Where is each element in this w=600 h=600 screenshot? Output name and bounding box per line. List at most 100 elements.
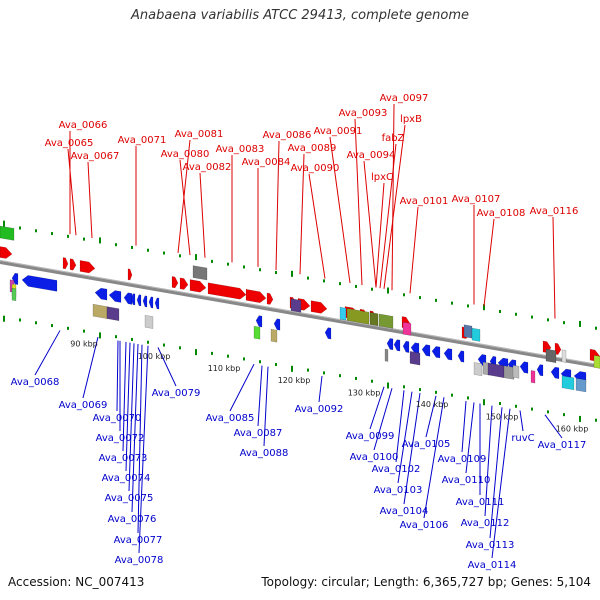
forward-gene (0, 246, 13, 259)
bottom-gene-label: Ava_0085 (206, 413, 255, 424)
top-gene-label: Ava_0116 (530, 206, 579, 217)
reverse-gene (136, 294, 142, 307)
bottom-gene-label: Ava_0068 (11, 377, 60, 388)
top-leader (383, 124, 406, 289)
bottom-leader (257, 365, 263, 427)
bottom-gene-label: Ava_0112 (461, 518, 510, 529)
bottom-leader (373, 388, 393, 451)
reverse-gene (386, 338, 394, 351)
top-gene-label: Ava_0101 (400, 196, 449, 207)
top-gene-label: lpxC (371, 172, 393, 183)
bottom-leader (489, 407, 503, 539)
bottom-leader (403, 393, 421, 505)
genome-summary: Topology: circular; Length: 6,365,727 bp… (261, 575, 591, 589)
bottom-leader (122, 341, 127, 452)
bottom-gene-label: Ava_0074 (102, 473, 151, 484)
other-feature (106, 306, 120, 322)
bottom-gene-label: Ava_0077 (114, 535, 163, 546)
other-feature (384, 348, 389, 362)
bottom-gene-label: Ava_0114 (468, 560, 517, 571)
scale-labels: 90 kbp 100 kbp 110 kbp 120 kbp 130 kbp 140 kb… (70, 340, 588, 434)
bottom-gene-label: Ava_0103 (374, 485, 423, 496)
top-leader (354, 118, 363, 286)
tick-row-top (3, 220, 597, 330)
forward-gene (310, 300, 328, 314)
top-gene-label: Ava_0066 (59, 120, 108, 131)
bottom-leader (395, 390, 405, 463)
other-feature (369, 312, 379, 327)
bottom-gene-label: Ava_0076 (108, 514, 157, 525)
bottom-gene-label: Ava_0099 (346, 431, 395, 442)
other-feature (512, 364, 520, 379)
forward-gene (266, 292, 274, 305)
accession-text: Accession: NC_007413 (8, 575, 145, 589)
reverse-gene (457, 350, 465, 363)
top-leader (67, 148, 77, 236)
bottom-leader (425, 395, 437, 438)
top-gene-label: Ava_0091 (314, 126, 363, 137)
bottom-leader (128, 343, 135, 492)
forward-gene (62, 257, 69, 270)
bottom-gene-label: Ava_0106 (400, 520, 449, 531)
map-title: Anabaena variabilis ATCC 29413, complete… (131, 8, 469, 23)
other-feature (473, 362, 483, 377)
forward-gene (127, 268, 133, 281)
top-gene-label: Ava_0086 (263, 130, 312, 141)
other-feature (270, 328, 278, 343)
scale-label: 160 kbp (556, 425, 589, 434)
top-gene-label: Ava_0089 (288, 143, 337, 154)
other-feature (402, 321, 412, 336)
other-feature (11, 287, 17, 302)
bottom-leader (131, 343, 139, 513)
top-gene-label: Ava_0083 (216, 144, 265, 155)
forward-gene (189, 279, 207, 293)
other-feature (575, 377, 587, 393)
other-feature (530, 370, 536, 384)
reverse-gene (255, 315, 263, 328)
bottom-leader (484, 405, 493, 517)
top-leader (308, 173, 326, 279)
bottom-leader (229, 363, 255, 412)
other-feature (593, 355, 600, 369)
bottom-gene-label: Ava_0088 (240, 448, 289, 459)
other-feature (561, 375, 575, 391)
reverse-gene (108, 290, 122, 303)
other-feature (482, 361, 490, 376)
reverse-gene (431, 346, 441, 359)
bottom-leader (519, 410, 524, 432)
bottom-leader (82, 336, 99, 399)
other-feature (503, 365, 515, 380)
tick-row-bottom (3, 315, 597, 422)
scale-label: 100 kbp (138, 352, 171, 361)
other-feature (144, 314, 154, 329)
top-leader (391, 103, 395, 291)
other-feature (378, 313, 394, 329)
other-feature (192, 265, 208, 281)
reverse-gene (94, 287, 108, 301)
top-leader (275, 140, 280, 271)
bottom-leader (369, 386, 385, 430)
reverse-gene (142, 295, 148, 308)
top-leader (87, 161, 93, 239)
gene-features (0, 225, 600, 393)
bottom-gene-label: Ava_0110 (442, 475, 491, 486)
bottom-leader (544, 414, 563, 439)
top-leader (483, 218, 495, 307)
forward-gene (69, 258, 77, 271)
bottom-gene-label: Ava_0073 (99, 453, 148, 464)
bottom-leader (157, 347, 177, 387)
reverse-gene (443, 348, 453, 361)
bottom-leader (263, 366, 269, 447)
other-feature (339, 306, 347, 321)
bottom-leader (423, 397, 445, 519)
bottom-leader (397, 391, 413, 484)
bottom-leader (465, 402, 475, 474)
bottom-gene-label: Ava_0109 (438, 454, 487, 465)
top-leader (329, 136, 351, 283)
forward-gene (207, 282, 247, 300)
other-feature (92, 303, 108, 319)
bottom-gene-label: Ava_0102 (372, 464, 421, 475)
scale-label: 140 kbp (416, 400, 449, 409)
reverse-gene (273, 318, 281, 331)
